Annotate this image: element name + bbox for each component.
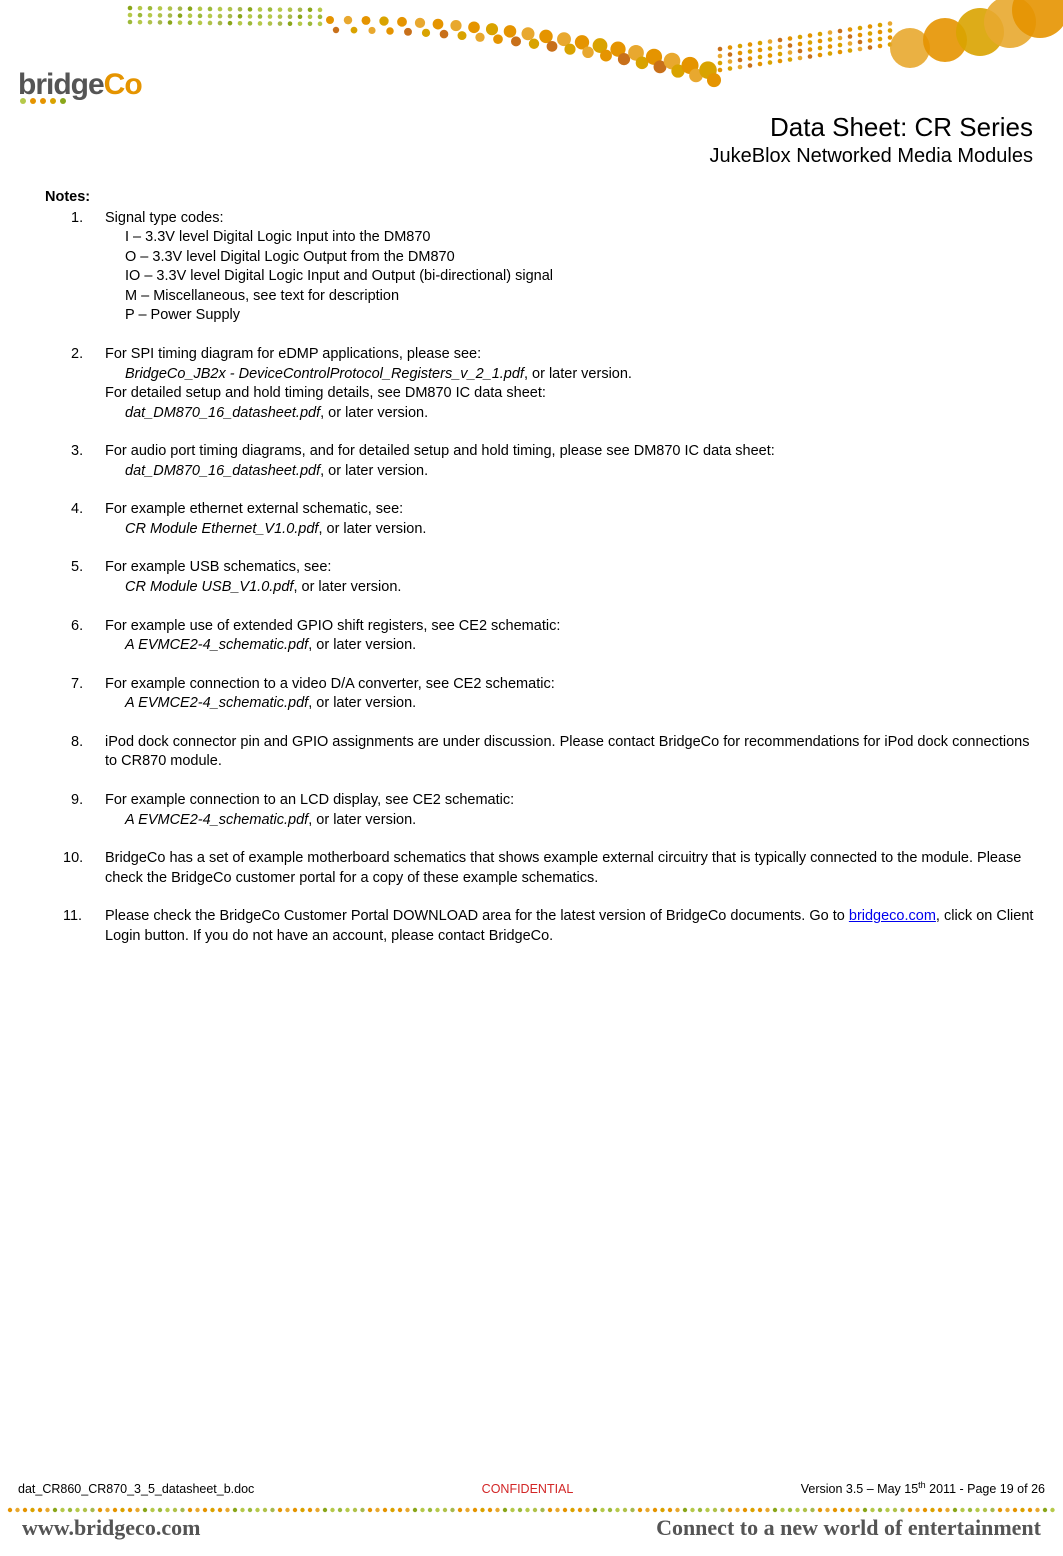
note-reference: BridgeCo_JB2x - DeviceControlProtocol_Re…: [105, 365, 1045, 385]
logo-text-co: Co: [104, 68, 142, 101]
signal-code-line: IO – 3.3V level Digital Logic Input and …: [105, 267, 1045, 287]
footer-version: Version 3.5 – May 15th 2011 - Page 19 of…: [801, 1480, 1045, 1496]
note-item: 4.For example ethernet external schemati…: [105, 500, 1045, 539]
note-number: 6.: [71, 617, 83, 637]
logo-dot-icon: [50, 98, 56, 104]
note-text: For example ethernet external schematic,…: [105, 500, 1045, 520]
title-line1: Data Sheet: CR Series: [710, 112, 1034, 143]
page-footer: dat_CR860_CR870_3_5_datasheet_b.doc CONF…: [18, 1480, 1045, 1496]
note-reference: CR Module USB_V1.0.pdf, or later version…: [105, 578, 1045, 598]
note-text: For detailed setup and hold timing detai…: [105, 384, 1045, 404]
notes-section: Notes: 1. Signal type codes:I – 3.3V leve…: [45, 188, 1045, 965]
bridgeco-link[interactable]: bridgeco.com: [849, 908, 936, 924]
notes-heading: Notes:: [45, 188, 1045, 208]
signal-code-line: O – 3.3V level Digital Logic Output from…: [105, 248, 1045, 268]
signal-code-line: I – 3.3V level Digital Logic Input into …: [105, 228, 1045, 248]
note-text: For example connection to a video D/A co…: [105, 675, 1045, 695]
note-number: 10.: [63, 849, 83, 869]
note-text: For example connection to an LCD display…: [105, 791, 1045, 811]
note-text: For audio port timing diagrams, and for …: [105, 442, 1045, 462]
logo-dot-icon: [20, 98, 26, 104]
note-text: For SPI timing diagram for eDMP applicat…: [105, 345, 1045, 365]
logo-dot-icon: [40, 98, 46, 104]
note-item: 8.iPod dock connector pin and GPIO assig…: [105, 733, 1045, 772]
note-number: 3.: [71, 442, 83, 462]
note-reference: A EVMCE2-4_schematic.pdf, or later versi…: [105, 694, 1045, 714]
bridgeco-logo: bridgeCo: [18, 68, 142, 104]
signal-code-line: M – Miscellaneous, see text for descript…: [105, 287, 1045, 307]
note-text: For example USB schematics, see:: [105, 558, 1045, 578]
note-text: Signal type codes:: [105, 209, 1045, 229]
logo-dot-icon: [60, 98, 66, 104]
footer-url: www.bridgeco.com: [22, 1515, 200, 1541]
note-number: 8.: [71, 733, 83, 753]
note-number: 11.: [63, 907, 82, 927]
signal-code-line: P – Power Supply: [105, 306, 1045, 326]
note-text: iPod dock connector pin and GPIO assignm…: [105, 733, 1045, 772]
note-item: 9.For example connection to an LCD displ…: [105, 791, 1045, 830]
note-item: 3.For audio port timing diagrams, and fo…: [105, 442, 1045, 481]
note-reference: A EVMCE2-4_schematic.pdf, or later versi…: [105, 636, 1045, 656]
note-item: 2.For SPI timing diagram for eDMP applic…: [105, 345, 1045, 423]
note-item: 6.For example use of extended GPIO shift…: [105, 617, 1045, 656]
note-number: 5.: [71, 558, 83, 578]
note-text: For example use of extended GPIO shift r…: [105, 617, 1045, 637]
document-title-block: Data Sheet: CR Series JukeBlox Networked…: [710, 112, 1034, 168]
logo-text-bridge: bridge: [18, 68, 104, 101]
note-item: 5.For example USB schematics, see:CR Mod…: [105, 558, 1045, 597]
bottom-bar: www.bridgeco.com Connect to a new world …: [0, 1506, 1063, 1556]
note-number: 1.: [71, 209, 83, 229]
note-reference: A EVMCE2-4_schematic.pdf, or later versi…: [105, 811, 1045, 831]
note-reference: CR Module Ethernet_V1.0.pdf, or later ve…: [105, 520, 1045, 540]
header-arc-graphic: [0, 0, 1063, 110]
title-line2: JukeBlox Networked Media Modules: [710, 145, 1034, 168]
note-text: BridgeCo has a set of example motherboar…: [105, 849, 1045, 888]
note-item: 7.For example connection to a video D/A …: [105, 675, 1045, 714]
note-number: 7.: [71, 675, 83, 695]
note-item: 10.BridgeCo has a set of example motherb…: [105, 849, 1045, 888]
note-item: 1.Signal type codes:I – 3.3V level Digit…: [105, 209, 1045, 326]
note-text: Please check the BridgeCo Customer Porta…: [105, 907, 1045, 946]
footer-confidential: CONFIDENTIAL: [482, 1482, 574, 1496]
note-number: 2.: [71, 345, 83, 365]
notes-list: 1. Signal type codes:I – 3.3V level Digit…: [45, 209, 1045, 947]
footer-tagline: Connect to a new world of entertainment: [656, 1515, 1041, 1541]
note-item: 11.Please check the BridgeCo Customer Po…: [105, 907, 1045, 946]
note-reference: dat_DM870_16_datasheet.pdf, or later ver…: [105, 404, 1045, 424]
note-number: 9.: [71, 791, 83, 811]
note-number: 4.: [71, 500, 83, 520]
note-reference: dat_DM870_16_datasheet.pdf, or later ver…: [105, 462, 1045, 482]
logo-dot-icon: [30, 98, 36, 104]
footer-filename: dat_CR860_CR870_3_5_datasheet_b.doc: [18, 1482, 254, 1496]
